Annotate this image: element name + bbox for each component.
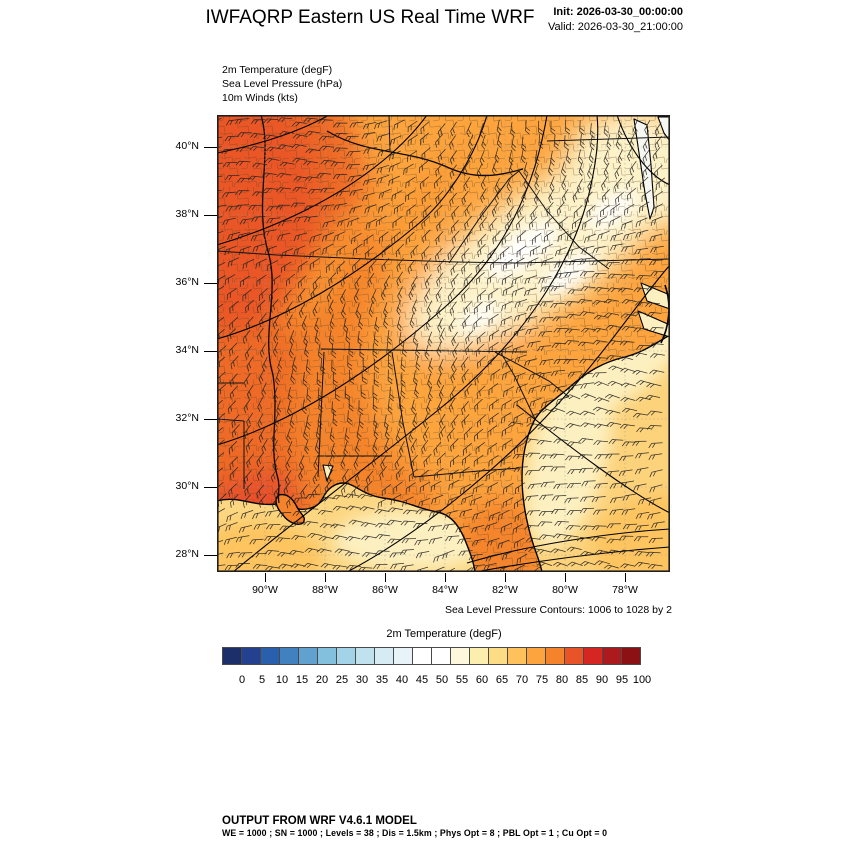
colorbar-cell [260, 647, 280, 665]
lon-tick [324, 573, 326, 582]
colorbar-tick-label: 90 [595, 674, 609, 686]
lon-tick [564, 573, 566, 582]
lon-label: 84°W [432, 584, 458, 596]
lat-label: 34°N [175, 344, 199, 356]
lat-tick [204, 282, 217, 284]
lat-tick [204, 486, 217, 488]
pressure-contours [217, 115, 670, 572]
lat-label: 38°N [175, 208, 199, 220]
wind-barbs-layer [217, 117, 666, 572]
colorbar-cell [222, 647, 242, 665]
state-borders [217, 115, 670, 489]
field-label-winds: 10m Winds (kts) [222, 92, 298, 104]
lon-label: 78°W [612, 584, 638, 596]
colorbar-tick-label: 35 [375, 674, 389, 686]
colorbar-tick-label: 45 [415, 674, 429, 686]
colorbar-cell [507, 647, 527, 665]
lon-label: 82°W [492, 584, 518, 596]
colorbar-cell [488, 647, 508, 665]
lon-tick [624, 573, 626, 582]
lat-label: 36°N [175, 276, 199, 288]
graticule [217, 115, 670, 572]
colorbar-tick-label: 80 [555, 674, 569, 686]
colorbar-cell [602, 647, 622, 665]
lon-tick [504, 573, 506, 582]
colorbar-cell [412, 647, 432, 665]
temperature-colorbar [222, 647, 641, 665]
page-title: IWFAQRP Eastern US Real Time WRF [205, 7, 535, 28]
colorbar-tick-label: 50 [435, 674, 449, 686]
field-label-pressure: Sea Level Pressure (hPa) [222, 78, 343, 90]
colorbar-cell [621, 647, 641, 665]
lon-label: 80°W [552, 584, 578, 596]
lat-tick [204, 554, 217, 556]
colorbar-tick-label: 70 [515, 674, 529, 686]
weather-map-plot [217, 115, 670, 572]
colorbar-tick-label: 20 [315, 674, 329, 686]
map-area: 40°N 38°N 36°N 34°N 32°N 30°N 28°N 90°W 88°W 86°W… [176, 115, 672, 616]
init-timestamp: Init: 2026-03-30_00:00:00 [553, 6, 683, 18]
colorbar-tick-label: 65 [495, 674, 509, 686]
lat-label: 32°N [175, 412, 199, 424]
colorbar-cell [564, 647, 584, 665]
lat-label: 28°N [175, 548, 199, 560]
lon-tick [264, 573, 266, 582]
lat-tick [204, 146, 217, 148]
lon-label: 86°W [372, 584, 398, 596]
colorbar-title: 2m Temperature (degF) [386, 628, 502, 640]
colorbar-tick-label: 55 [455, 674, 469, 686]
colorbar-cell [393, 647, 413, 665]
bays-and-sounds [275, 116, 670, 525]
lat-tick [204, 418, 217, 420]
colorbar-tick-label: 5 [258, 674, 266, 686]
colorbar-tick-label: 0 [238, 674, 246, 686]
colorbar-tick-label: 100 [632, 674, 652, 686]
lon-label: 90°W [252, 584, 278, 596]
colorbar-tick-label: 75 [535, 674, 549, 686]
map-frame [217, 115, 670, 572]
footer-model-line: OUTPUT FROM WRF V4.6.1 MODEL [222, 815, 417, 827]
valid-timestamp: Valid: 2026-03-30_21:00:00 [548, 21, 683, 33]
colorbar-cell [583, 647, 603, 665]
contour-note: Sea Level Pressure Contours: 1006 to 102… [444, 604, 672, 616]
lat-label: 40°N [175, 140, 199, 152]
colorbar-tick-label: 10 [275, 674, 289, 686]
colorbar-cell [450, 647, 470, 665]
colorbar-cell [526, 647, 546, 665]
colorbar-tick-label: 85 [575, 674, 589, 686]
colorbar-tick-label: 40 [395, 674, 409, 686]
colorbar-cell [336, 647, 356, 665]
colorbar-tick-label: 95 [615, 674, 629, 686]
colorbar-cell [241, 647, 261, 665]
colorbar-tick-labels: 0 5 10 15 20 25 30 35 40 45 50 55 60 65 70 75 80 85 90 95 10… [222, 674, 662, 688]
lat-tick [204, 214, 217, 216]
colorbar-cell [545, 647, 565, 665]
colorbar-tick-label: 15 [295, 674, 309, 686]
colorbar-cell [431, 647, 451, 665]
colorbar-cell [298, 647, 318, 665]
colorbar-tick-label: 25 [335, 674, 349, 686]
lat-tick [204, 350, 217, 352]
footer-config-line: WE = 1000 ; SN = 1000 ; Levels = 38 ; Di… [222, 828, 608, 838]
lat-label: 30°N [175, 480, 199, 492]
lon-tick [444, 573, 446, 582]
colorbar-cell [469, 647, 489, 665]
lon-label: 88°W [312, 584, 338, 596]
field-label-temperature: 2m Temperature (degF) [222, 64, 333, 76]
colorbar-cell [279, 647, 299, 665]
colorbar-tick-label: 60 [475, 674, 489, 686]
colorbar-cell [374, 647, 394, 665]
colorbar-cell [355, 647, 375, 665]
lon-tick [384, 573, 386, 582]
colorbar-tick-label: 30 [355, 674, 369, 686]
colorbar-cell [317, 647, 337, 665]
